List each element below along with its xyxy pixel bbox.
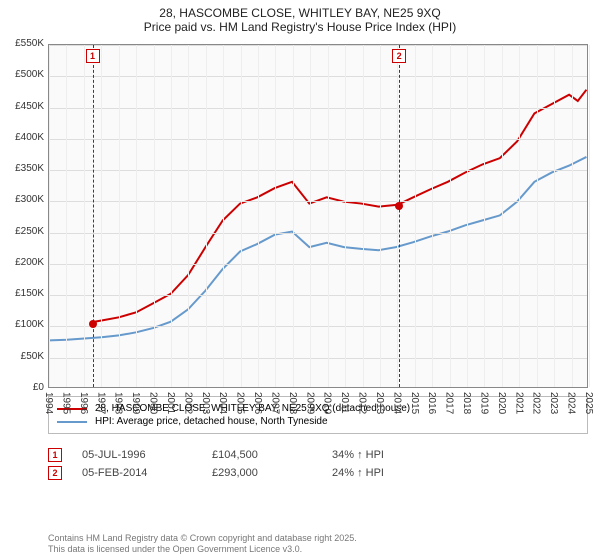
y-tick-label: £150K — [2, 288, 44, 299]
x-tick-label: 2025 — [583, 392, 594, 424]
x-tick-label: 2006 — [252, 392, 263, 424]
x-tick-label: 1999 — [130, 392, 141, 424]
x-tick-label: 2011 — [339, 392, 350, 424]
y-tick-label: £100K — [2, 319, 44, 330]
y-tick-label: £50K — [2, 351, 44, 362]
x-tick-label: 2017 — [444, 392, 455, 424]
chart-container: 28, HASCOMBE CLOSE, WHITLEY BAY, NE25 9X… — [0, 0, 600, 560]
y-tick-label: £200K — [2, 257, 44, 268]
chart-title-block: 28, HASCOMBE CLOSE, WHITLEY BAY, NE25 9X… — [0, 0, 600, 36]
footer-line2: This data is licensed under the Open Gov… — [48, 544, 588, 556]
x-tick-label: 2013 — [374, 392, 385, 424]
x-tick-label: 2019 — [478, 392, 489, 424]
x-tick-label: 1998 — [113, 392, 124, 424]
y-tick-label: £450K — [2, 101, 44, 112]
x-tick-label: 2023 — [548, 392, 559, 424]
x-tick-label: 1994 — [43, 392, 54, 424]
x-tick-label: 2004 — [217, 392, 228, 424]
x-tick-label: 2024 — [566, 392, 577, 424]
x-tick-label: 2014 — [391, 392, 402, 424]
chart-title-line1: 28, HASCOMBE CLOSE, WHITLEY BAY, NE25 9X… — [0, 6, 600, 20]
x-tick-label: 2012 — [357, 392, 368, 424]
x-tick-label: 2007 — [269, 392, 280, 424]
x-tick-label: 2009 — [304, 392, 315, 424]
y-tick-label: £0 — [2, 382, 44, 393]
chart-marker-badge: 2 — [392, 49, 406, 63]
chart-marker-dot — [89, 320, 97, 328]
x-tick-label: 2018 — [461, 392, 472, 424]
x-tick-label: 2015 — [409, 392, 420, 424]
x-tick-label: 2005 — [235, 392, 246, 424]
transaction-date: 05-FEB-2014 — [82, 467, 192, 479]
chart-marker-badge: 1 — [86, 49, 100, 63]
x-tick-label: 2003 — [200, 392, 211, 424]
x-tick-label: 2020 — [496, 392, 507, 424]
x-tick-label: 1996 — [78, 392, 89, 424]
x-tick-label: 2016 — [426, 392, 437, 424]
transaction-hpi: 24% ↑ HPI — [332, 467, 384, 479]
x-tick-label: 2008 — [287, 392, 298, 424]
y-tick-label: £400K — [2, 132, 44, 143]
marker-badge: 2 — [48, 466, 62, 480]
x-tick-label: 2001 — [165, 392, 176, 424]
x-tick-label: 2002 — [182, 392, 193, 424]
legend: 28, HASCOMBE CLOSE, WHITLEY BAY, NE25 9X… — [48, 396, 588, 434]
footer-line1: Contains HM Land Registry data © Crown c… — [48, 533, 588, 545]
x-tick-label: 2000 — [148, 392, 159, 424]
x-tick-label: 2022 — [531, 392, 542, 424]
transaction-row: 1 05-JUL-1996 £104,500 34% ↑ HPI — [48, 448, 588, 462]
x-tick-label: 2021 — [513, 392, 524, 424]
transaction-date: 05-JUL-1996 — [82, 449, 192, 461]
x-tick-label: 1997 — [95, 392, 106, 424]
y-tick-label: £500K — [2, 69, 44, 80]
x-tick-label: 2010 — [322, 392, 333, 424]
chart-marker-dot — [395, 202, 403, 210]
transaction-hpi: 34% ↑ HPI — [332, 449, 384, 461]
y-tick-label: £250K — [2, 226, 44, 237]
chart-title-line2: Price paid vs. HM Land Registry's House … — [0, 20, 600, 34]
y-tick-label: £550K — [2, 38, 44, 49]
x-tick-label: 1995 — [60, 392, 71, 424]
transaction-row: 2 05-FEB-2014 £293,000 24% ↑ HPI — [48, 466, 588, 480]
chart-lines — [49, 45, 587, 387]
marker-badge: 1 — [48, 448, 62, 462]
plot-area: 12 — [48, 44, 588, 388]
transaction-price: £293,000 — [212, 467, 312, 479]
y-tick-label: £300K — [2, 194, 44, 205]
transaction-table: 1 05-JUL-1996 £104,500 34% ↑ HPI 2 05-FE… — [48, 444, 588, 484]
y-tick-label: £350K — [2, 163, 44, 174]
transaction-price: £104,500 — [212, 449, 312, 461]
footer: Contains HM Land Registry data © Crown c… — [48, 533, 588, 556]
